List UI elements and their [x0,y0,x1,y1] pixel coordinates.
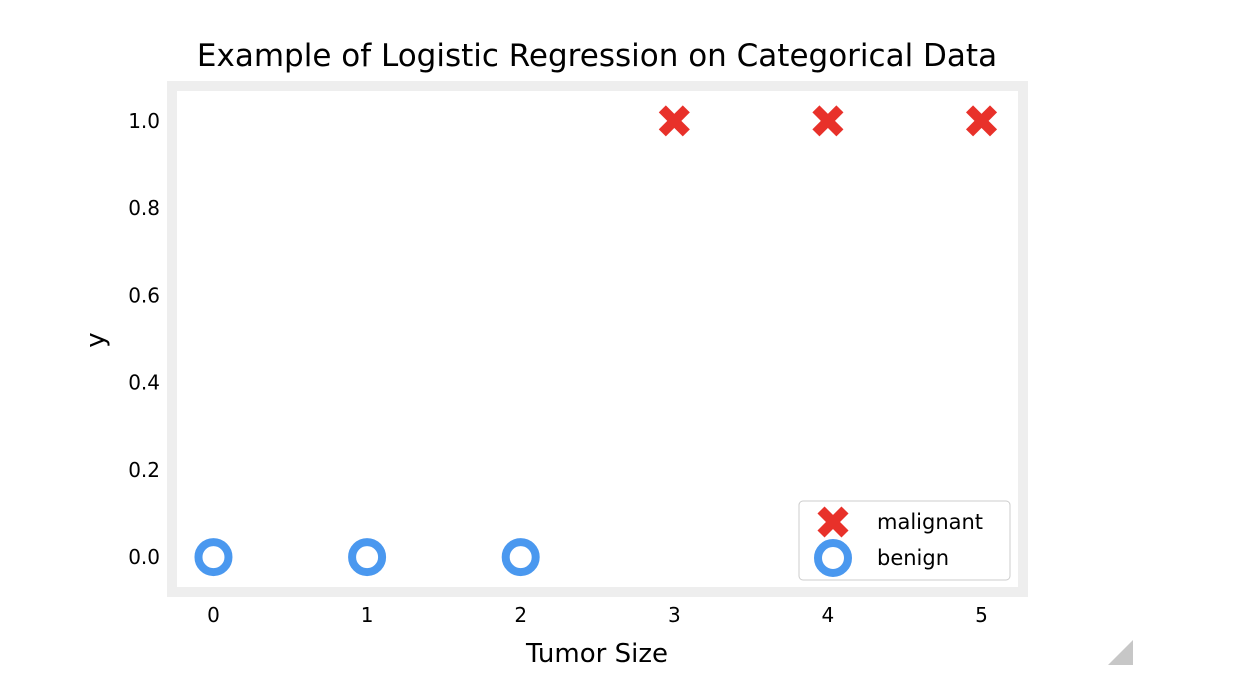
benign-point [194,538,233,577]
y-tick-label: 1.0 [128,109,160,133]
resize-handle-icon[interactable] [1108,640,1133,665]
legend-label-benign: benign [877,546,949,570]
x-axis-label: Tumor Size [525,639,668,669]
legend-label-malignant: malignant [877,510,983,534]
y-tick-label: 0.8 [128,196,160,220]
x-tick-labels: 0 1 2 3 4 5 [207,603,988,627]
x-tick-label: 3 [668,603,681,627]
y-axis-label: y [81,332,111,347]
x-tick-label: 2 [514,603,527,627]
data-marks [194,105,998,577]
benign-point [501,538,540,577]
benign-point [348,538,387,577]
malignant-point [812,105,844,137]
legend-marker-benign [814,539,852,577]
legend-marker-icon [814,539,852,577]
x-tick-label: 1 [361,603,374,627]
y-tick-label: 0.0 [128,545,160,569]
x-tick-label: 4 [822,603,835,627]
malignant-point [658,105,690,137]
y-tick-label: 0.4 [128,371,160,395]
y-tick-label: 0.6 [128,283,160,307]
x-tick-label: 0 [207,603,220,627]
legend-marker-icon [817,506,849,538]
y-tick-label: 0.2 [128,458,160,482]
chart-title: Example of Logistic Regression on Catego… [197,38,997,74]
malignant-point [965,105,998,137]
legend-marker-malignant [817,506,849,538]
x-tick-label: 5 [975,603,988,627]
legend: malignant benign [798,500,1011,581]
y-tick-labels: 0.0 0.2 0.4 0.6 0.8 1.0 [128,109,160,569]
